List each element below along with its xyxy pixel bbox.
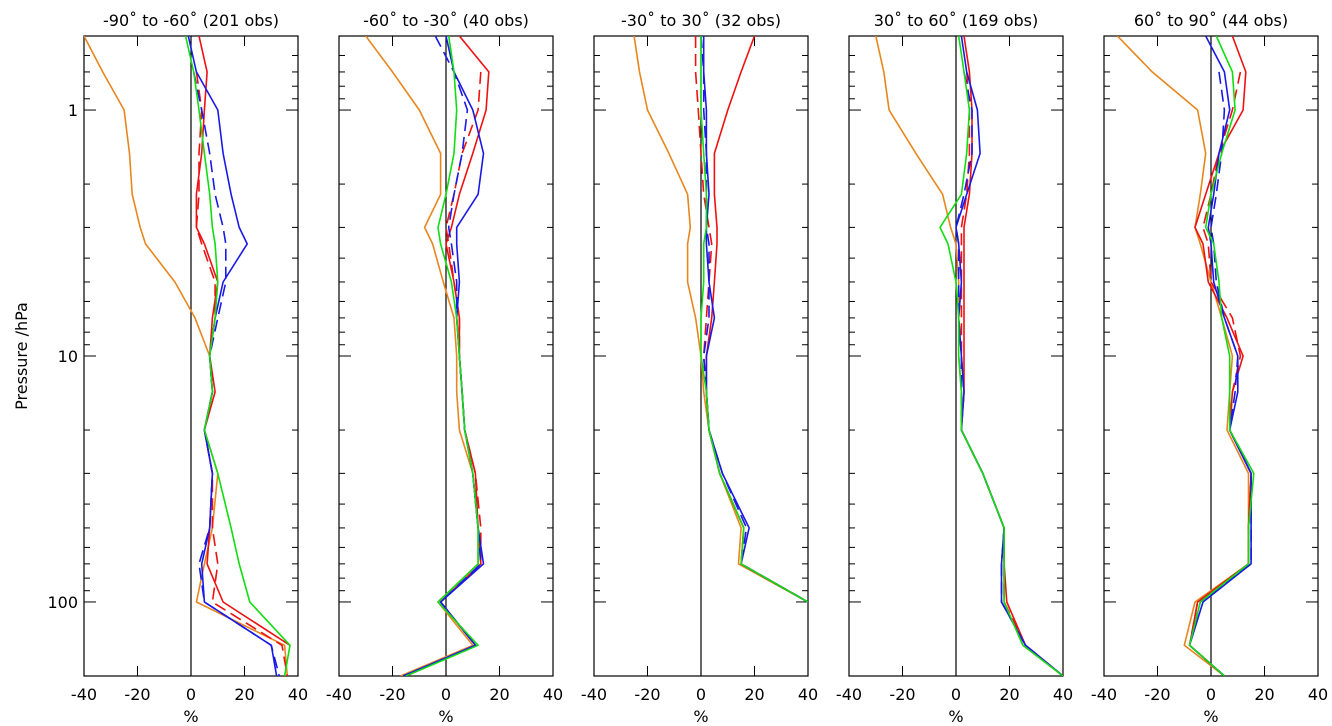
panel-title: 30˚ to 60˚ (169 obs) (874, 11, 1038, 30)
x-axis-label: % (1203, 707, 1218, 726)
x-tick-label: 0 (441, 685, 451, 704)
x-tick-label: 0 (696, 685, 706, 704)
x-tick-label: 40 (1308, 685, 1328, 704)
series-line (184, 36, 291, 676)
series-group (1116, 36, 1255, 676)
series-line (192, 71, 281, 676)
panel-title: -30˚ to 30˚ (32 obs) (621, 11, 781, 30)
panel: -90˚ to -60˚ (201 obs)% Pressure /hPa -40 -… (12, 11, 308, 726)
x-tick-label: 20 (744, 685, 764, 704)
x-tick-label: -40 (581, 685, 607, 704)
series-line (1188, 71, 1252, 676)
x-tick-label: -40 (71, 685, 97, 704)
series-line (702, 36, 808, 603)
series-line (633, 36, 808, 603)
series-line (955, 71, 1063, 676)
y-tick-label: 100 (47, 593, 78, 612)
x-tick-label: -20 (124, 685, 150, 704)
x-axis-label: % (183, 707, 198, 726)
x-tick-label: 40 (798, 685, 818, 704)
series-line (960, 36, 1063, 676)
series-line (1188, 36, 1252, 676)
y-tick-label: 10 (58, 347, 78, 366)
x-tick-label: -20 (889, 685, 915, 704)
series-line (694, 36, 808, 603)
x-axis-label: % (693, 707, 708, 726)
panel: 60˚ to 90˚ (44 obs)% -40 -20 0 20 40 (1091, 11, 1328, 726)
x-tick-label: -20 (1144, 685, 1170, 704)
panel-title: -60˚ to -30˚ (40 obs) (363, 11, 529, 30)
x-tick-label: 20 (999, 685, 1019, 704)
panel-title: -90˚ to -60˚ (201 obs) (103, 11, 279, 30)
series-line (705, 36, 808, 603)
series-group (84, 36, 291, 676)
series-line (1188, 36, 1252, 676)
panel-title: 60˚ to 90˚ (44 obs) (1134, 11, 1288, 30)
series-line (405, 36, 490, 676)
y-axis-label: Pressure /hPa (12, 302, 31, 410)
x-axis-label: % (438, 707, 453, 726)
panel: -30˚ to 30˚ (32 obs)% -40 -20 0 20 40 (581, 11, 818, 726)
series-line (195, 36, 291, 646)
series-line (195, 71, 289, 676)
x-tick-label: -40 (836, 685, 862, 704)
series-line (939, 36, 1063, 676)
x-tick-label: -20 (379, 685, 405, 704)
series-group (365, 36, 490, 676)
panel: 30˚ to 60˚ (169 obs)% -40 -20 0 20 40 (836, 11, 1073, 726)
series-line (84, 36, 289, 676)
series-line (405, 36, 479, 676)
x-axis-label: % (948, 707, 963, 726)
plot-frame (83, 35, 299, 677)
x-tick-label: 0 (951, 685, 961, 704)
series-group (875, 36, 1063, 676)
x-tick-label: 40 (288, 685, 308, 704)
x-tick-label: 0 (1206, 685, 1216, 704)
x-tick-label: 40 (1053, 685, 1073, 704)
series-group (633, 36, 808, 603)
plot-frame (848, 35, 1064, 677)
x-tick-label: -40 (326, 685, 352, 704)
series-line (700, 36, 808, 603)
series-line (1188, 36, 1255, 676)
x-tick-label: 0 (186, 685, 196, 704)
panel: -60˚ to -30˚ (40 obs)% -40 -20 0 20 40 (326, 11, 563, 726)
plot-frame (1103, 35, 1319, 677)
series-line (402, 36, 485, 676)
y-tick-label: 1 (68, 101, 78, 120)
x-tick-label: -40 (1091, 685, 1117, 704)
x-tick-label: 20 (1254, 685, 1274, 704)
x-tick-label: -20 (634, 685, 660, 704)
x-tick-label: 40 (543, 685, 563, 704)
x-tick-label: 20 (489, 685, 509, 704)
series-line (700, 36, 808, 603)
x-tick-label: 20 (234, 685, 254, 704)
